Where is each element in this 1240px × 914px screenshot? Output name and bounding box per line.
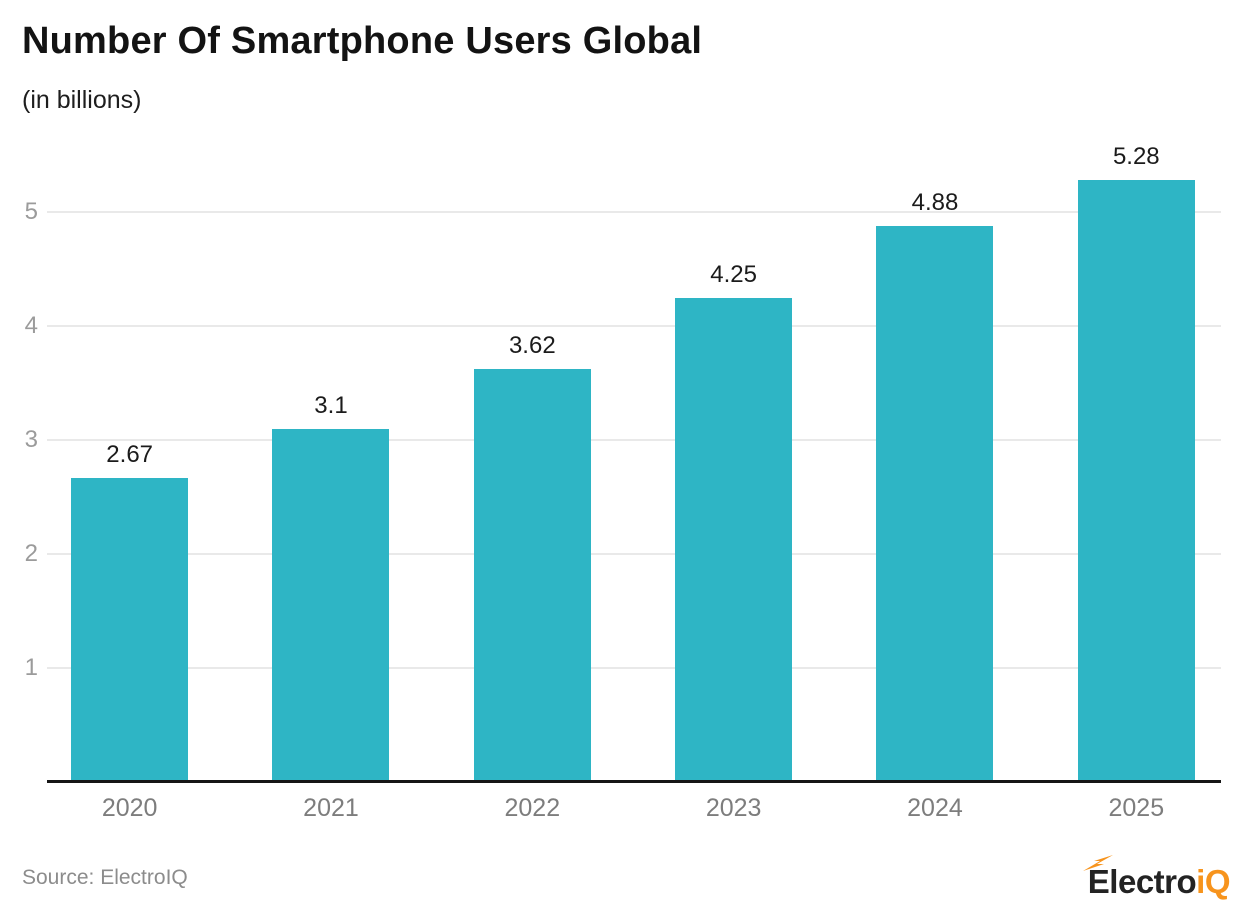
bar-value-label: 5.28 — [1112, 143, 1160, 171]
x-axis-label-2022: 2022 — [504, 794, 561, 822]
x-axis-labels-row: 2020 2021 2022 2023 2024 2025 — [29, 794, 1237, 823]
bar-value-label: 4.25 — [710, 260, 757, 288]
bar-slot: 4.25 — [633, 140, 834, 782]
bar-value-label: 3.62 — [508, 332, 556, 360]
bar-value-label: 3.1 — [314, 391, 348, 419]
y-axis-tick-label: 4 — [24, 312, 38, 339]
x-axis-line — [47, 780, 1221, 783]
gridline — [47, 667, 1221, 669]
gridline — [47, 325, 1221, 327]
x-axis-label-2024: 2024 — [907, 794, 963, 822]
gridline — [47, 553, 1221, 555]
bars-row: 2.67 3.1 3.62 4.25 4.88 5.28 — [29, 140, 1237, 782]
bar-slot: 5.28 — [1036, 140, 1237, 782]
chart-subtitle: (in billions) — [22, 86, 142, 114]
electroiq-logo: ElectroiQ — [1082, 855, 1230, 902]
bar-2021[interactable] — [272, 428, 390, 782]
x-axis-label-2025: 2025 — [1108, 794, 1165, 822]
bar-2025[interactable] — [1077, 180, 1195, 782]
bar-slot: 4.88 — [834, 140, 1035, 782]
y-axis-tick-label: 5 — [24, 198, 38, 225]
bar-value-label: 2.67 — [106, 440, 154, 468]
bar-value-label: 4.88 — [911, 188, 959, 216]
chart-title: Number Of Smartphone Users Global — [22, 20, 703, 62]
y-axis-tick-label: 1 — [24, 654, 38, 681]
bar-2022[interactable] — [473, 369, 591, 782]
bar-slot: 3.62 — [432, 140, 633, 782]
logo-text-orange: iQ — [1196, 863, 1230, 900]
bar-slot: 2.67 — [29, 140, 230, 782]
lightning-icon — [1082, 855, 1113, 871]
bar-2023[interactable] — [675, 297, 793, 782]
gridline — [47, 211, 1221, 213]
x-axis-label-2020: 2020 — [101, 794, 158, 822]
logo-text-dark: Electro — [1087, 863, 1197, 900]
x-axis-label-2021: 2021 — [303, 794, 359, 822]
x-axis-label-2023: 2023 — [705, 794, 762, 822]
y-axis-tick-label: 2 — [24, 540, 38, 567]
bar-slot: 3.1 — [230, 140, 431, 782]
bar-chart-plot-area: 1 2 3 4 5 2.67 3.1 3.62 4.25 4.88 5.28 — [0, 140, 1240, 783]
bar-2020[interactable] — [71, 477, 189, 782]
gridline — [47, 439, 1221, 441]
y-axis-tick-label: 3 — [24, 426, 38, 453]
source-note: Source: ElectroIQ — [22, 866, 188, 889]
bar-2024[interactable] — [876, 225, 994, 782]
